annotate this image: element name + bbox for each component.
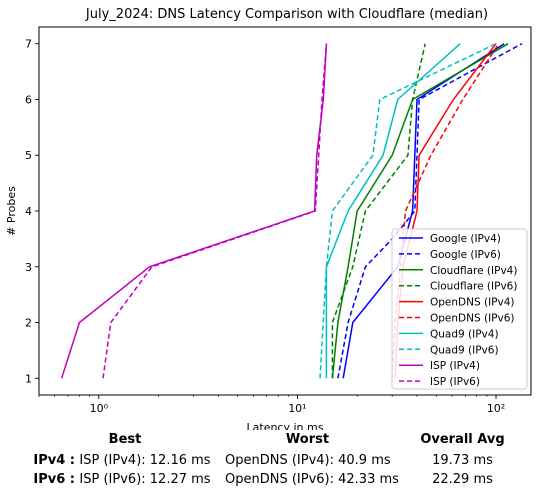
x-tick-label: 10⁰ — [90, 402, 109, 415]
series-line-3 — [331, 43, 426, 379]
y-tick-label: 7 — [25, 38, 32, 51]
y-tick-label: 3 — [25, 261, 32, 274]
best-ipv4: ISP (IPv4): 12.16 ms — [79, 453, 211, 468]
y-tick-label: 2 — [25, 317, 32, 330]
chart-title: July_2024: DNS Latency Comparison with C… — [85, 7, 488, 22]
latency-chart: July_2024: DNS Latency Comparison with C… — [5, 7, 532, 430]
worst-ipv6: OpenDNS (IPv6): 42.33 ms — [225, 472, 399, 487]
y-tick-label: 6 — [25, 93, 32, 106]
y-axis-label: # Probes — [5, 186, 18, 236]
series-line-9 — [102, 43, 328, 379]
row-label-ipv4: IPv4 : — [33, 453, 75, 468]
legend: Google (IPv4) Google (IPv6) Cloudflare (IP… — [391, 228, 528, 390]
legend-label-3: Cloudflare (IPv6) — [430, 281, 517, 293]
series-line-8 — [60, 43, 328, 379]
series-line-0 — [342, 43, 505, 379]
x-axis-label: Latency in ms — [247, 421, 324, 430]
y-tick-label: 1 — [25, 372, 32, 385]
legend-label-7: Quad9 (IPv6) — [430, 344, 499, 356]
legend-label-6: Quad9 (IPv4) — [430, 328, 499, 340]
series-line-6 — [325, 43, 461, 379]
worst-ipv4: OpenDNS (IPv4): 40.9 ms — [225, 453, 391, 468]
header-overall-avg: Overall Avg — [420, 432, 505, 447]
legend-label-8: ISP (IPv4) — [430, 360, 480, 372]
header-best: Best — [108, 432, 142, 447]
header-worst: Worst — [285, 432, 330, 447]
x-axis-ticks: 10⁰ 10¹ 10² — [38, 395, 505, 415]
y-tick-label: 5 — [25, 149, 32, 162]
legend-box — [391, 228, 528, 390]
best-ipv6: ISP (IPv6): 12.27 ms — [79, 472, 211, 487]
legend-label-4: OpenDNS (IPv4) — [430, 297, 515, 309]
avg-ipv4: 19.73 ms — [432, 453, 493, 468]
summary-table: Best Worst Overall Avg IPv4 : ISP (IPv4)… — [0, 428, 541, 496]
legend-label-2: Cloudflare (IPv4) — [430, 265, 517, 277]
x-tick-label: 10² — [487, 402, 505, 415]
legend-label-9: ISP (IPv6) — [430, 376, 480, 388]
avg-ipv6: 22.29 ms — [432, 472, 493, 487]
x-tick-label: 10¹ — [288, 402, 306, 415]
legend-label-1: Google (IPv6) — [430, 249, 501, 261]
legend-label-5: OpenDNS (IPv6) — [430, 313, 515, 325]
y-axis-ticks: 1 2 3 4 5 6 7 — [25, 38, 39, 385]
y-tick-label: 4 — [25, 205, 32, 218]
row-label-ipv6: IPv6 : — [33, 472, 75, 487]
series-line-7 — [319, 43, 497, 379]
legend-label-0: Google (IPv4) — [430, 233, 501, 245]
